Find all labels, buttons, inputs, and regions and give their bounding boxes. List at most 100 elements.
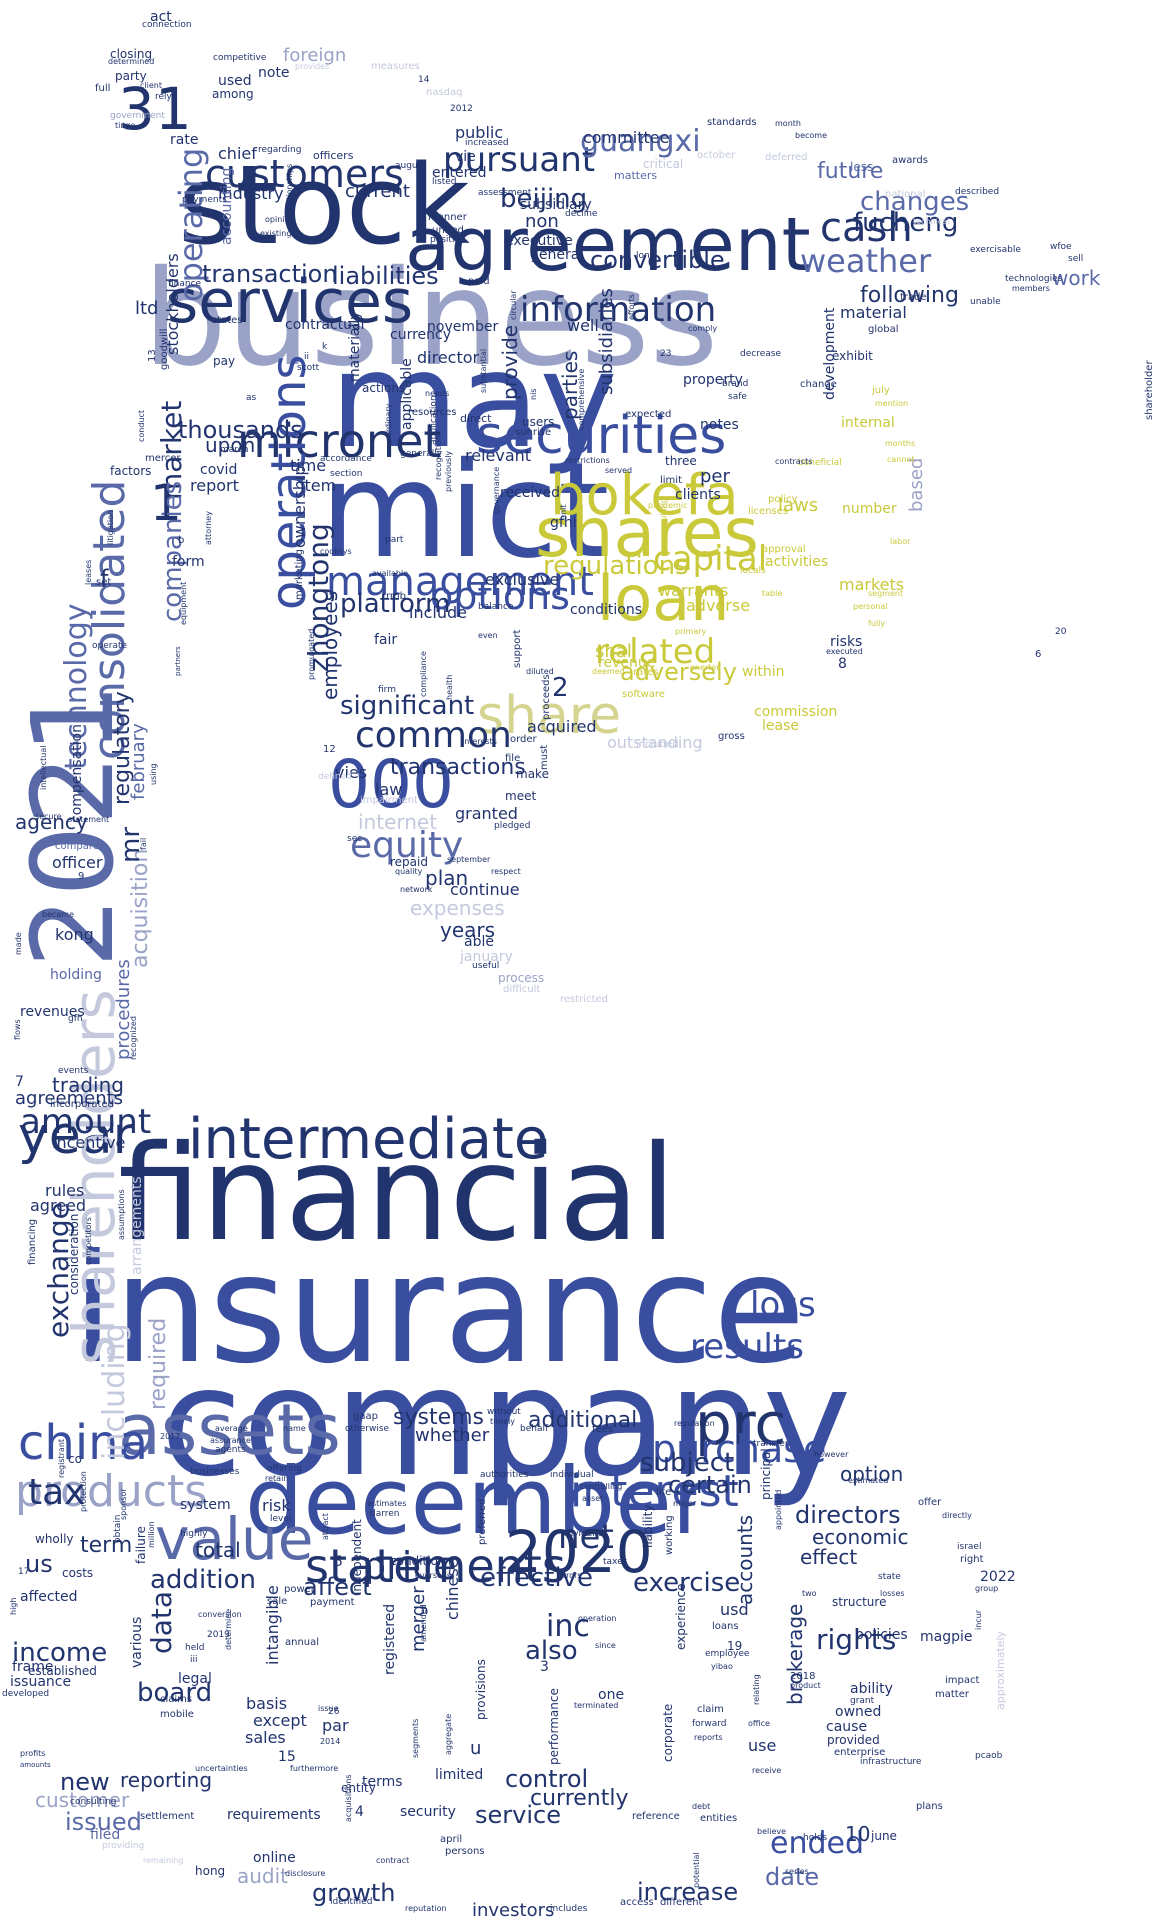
- word-10: 10: [845, 1822, 871, 1846]
- word-included: included: [636, 739, 679, 750]
- word-beijing: beijing: [500, 184, 588, 214]
- word-order: order: [510, 734, 537, 745]
- word-ordinary: ordinary: [384, 403, 393, 437]
- word-iii: iii: [190, 1655, 198, 1665]
- word-executive: executive: [505, 233, 573, 249]
- word-public: public: [455, 123, 504, 142]
- word-loans: loans: [712, 1621, 739, 1632]
- word-events: events: [58, 1066, 89, 1076]
- word-directly: directly: [942, 1511, 972, 1520]
- word-access: access: [620, 1897, 654, 1908]
- word-direct: direct: [460, 412, 492, 425]
- word-darren: darren: [370, 1509, 400, 1519]
- word-additional: additional: [528, 1408, 638, 1433]
- word-31: 31: [118, 75, 192, 143]
- word-restricted: restricted: [560, 994, 608, 1005]
- word-members: members: [1012, 284, 1050, 293]
- word-terms: terms: [362, 1774, 403, 1790]
- word-currently: currently: [530, 1786, 629, 1811]
- word-repaid: repaid: [390, 855, 428, 869]
- word-growth: growth: [312, 1879, 396, 1907]
- word-two: two: [802, 1589, 817, 1598]
- word-co: co: [68, 1452, 82, 1466]
- word-decrease: decrease: [740, 349, 781, 359]
- word-fucheng: fucheng: [853, 208, 959, 238]
- word-employees: employees: [318, 590, 342, 700]
- word-april: april: [440, 1834, 463, 1845]
- word-quality: quality: [395, 867, 423, 876]
- word-intermediate: intermediate: [188, 1107, 549, 1172]
- word-rules: rules: [45, 1181, 85, 1200]
- word-consideration: consideration: [67, 1213, 81, 1295]
- word-long: long: [636, 251, 656, 261]
- word-individual: individual: [550, 1470, 594, 1480]
- word-reference: reference: [632, 1811, 680, 1822]
- word-preferred: preferred: [477, 1498, 488, 1545]
- word-approval: approval: [762, 544, 806, 555]
- word-share: share: [477, 686, 622, 746]
- word-critical: critical: [643, 157, 684, 171]
- word-requirements: requirements: [227, 1807, 321, 1823]
- word-closing: closing: [110, 47, 153, 61]
- word-operation: operation: [578, 1614, 617, 1623]
- word-as: as: [246, 393, 257, 403]
- word-customer: customer: [35, 1788, 130, 1812]
- word-segment: segment: [868, 589, 904, 598]
- word-deferred: deferred: [765, 152, 808, 163]
- word-risks: risks: [830, 634, 863, 650]
- word-subsidiaries: subsidiaries: [596, 288, 617, 395]
- word-group: group: [975, 1584, 999, 1593]
- word-trade: trade: [900, 292, 927, 303]
- word-month: month: [775, 119, 801, 128]
- word-errors: errors: [558, 1571, 582, 1580]
- word-ability: ability: [850, 1681, 893, 1697]
- word-us: us: [25, 1550, 53, 1578]
- word-b: b: [178, 535, 185, 546]
- word-however: however: [814, 1450, 849, 1459]
- word-issuance: issuance: [10, 1674, 72, 1690]
- word-safe: safe: [728, 392, 747, 402]
- word-7: 7: [15, 1074, 24, 1090]
- word-usd: usd: [720, 1600, 749, 1619]
- word-determine: determine: [224, 1608, 233, 1650]
- word-2: 2: [552, 673, 569, 703]
- word-since: since: [595, 1641, 616, 1650]
- word-sales: sales: [245, 1728, 286, 1747]
- word-option: option: [840, 1462, 904, 1486]
- word-services: services: [167, 267, 414, 337]
- word-based: based: [906, 457, 927, 512]
- word-october: october: [697, 150, 736, 161]
- word-fully: fully: [868, 619, 886, 628]
- word-8: 8: [838, 656, 847, 672]
- word-director: director: [417, 348, 480, 367]
- word-loss: loss: [750, 1285, 816, 1325]
- word-sell: sell: [1068, 254, 1084, 264]
- word-whether: whether: [415, 1425, 490, 1446]
- word-term: term: [80, 1533, 133, 1558]
- word-one: one: [598, 1687, 625, 1703]
- word-marketing: marketing: [294, 549, 305, 600]
- word-information: information: [520, 290, 717, 330]
- word-20: 20: [1055, 627, 1067, 637]
- word-4: 4: [355, 1804, 364, 1820]
- word-report: report: [190, 476, 239, 495]
- word-security: security: [400, 1804, 456, 1820]
- word-guangxi: guangxi: [580, 124, 701, 159]
- word-performance: performance: [547, 1688, 561, 1765]
- word-resulting: resulting: [659, 497, 668, 533]
- word-item: item: [300, 476, 337, 495]
- word-corporate: corporate: [661, 1703, 675, 1762]
- word-9: 9: [78, 871, 85, 882]
- word-respect: respect: [491, 867, 521, 876]
- word-current: current: [345, 181, 410, 202]
- word-useful: useful: [472, 961, 500, 971]
- word-identified: identified: [330, 1897, 373, 1907]
- word-micronet: micronet: [237, 414, 442, 468]
- word-opinion: opinion: [265, 215, 295, 224]
- word-notes: notes: [700, 417, 739, 433]
- word-furthermore: furthermore: [290, 1764, 339, 1773]
- word-weather: weather: [800, 242, 932, 280]
- word-flows: flows: [13, 1019, 22, 1040]
- word-highly: highly: [180, 1529, 208, 1539]
- word-basis: basis: [246, 1694, 288, 1713]
